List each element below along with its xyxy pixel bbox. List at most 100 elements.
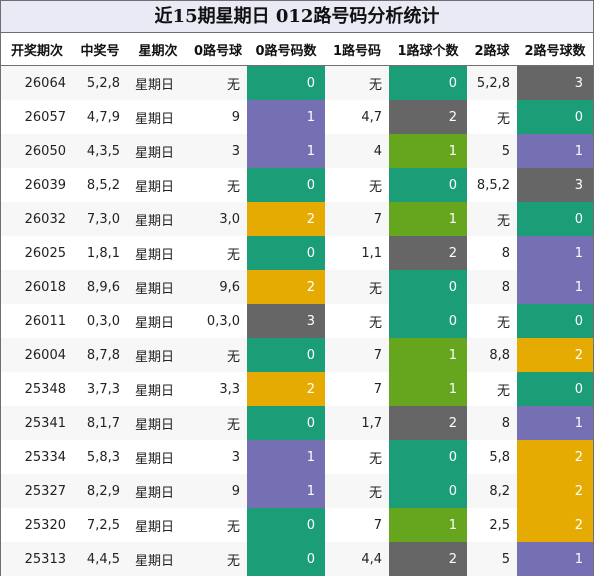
weekday-cell: 星期日 (127, 65, 189, 100)
route0-count-cell: 0 (247, 168, 325, 202)
route0-balls-cell: 3,0 (189, 202, 247, 236)
route2-balls-cell: 5 (467, 134, 517, 168)
number-cell: 7,3,0 (73, 202, 127, 236)
route1-count-cell: 2 (389, 542, 467, 576)
route1-balls-cell: 7 (325, 202, 389, 236)
route1-balls-cell: 4 (325, 134, 389, 168)
issue-cell: 26011 (1, 304, 73, 338)
route0-count-cell: 1 (247, 134, 325, 168)
route0-count-cell: 1 (247, 100, 325, 134)
weekday-cell: 星期日 (127, 236, 189, 270)
route1-balls-cell: 无 (325, 304, 389, 338)
issue-cell: 25341 (1, 406, 73, 440)
route1-balls-cell: 7 (325, 338, 389, 372)
route1-count-cell: 0 (389, 304, 467, 338)
table-row: 26057 4,7,9 星期日 9 1 4,7 2 无 0 (1, 100, 593, 134)
route1-count-cell: 1 (389, 202, 467, 236)
route0-balls-cell: 无 (189, 65, 247, 100)
issue-cell: 25348 (1, 372, 73, 406)
route2-balls-cell: 8 (467, 406, 517, 440)
header-route1-balls: 1路号码 (325, 33, 389, 66)
route0-balls-cell: 9 (189, 474, 247, 508)
route1-count-cell: 0 (389, 65, 467, 100)
route1-balls-cell: 无 (325, 65, 389, 100)
number-cell: 0,3,0 (73, 304, 127, 338)
table-body: 26064 5,2,8 星期日无 0 无 0 5,2,8 3 26057 4,7,9 星期日 9 1 4,… (1, 65, 593, 576)
weekday-cell: 星期日 (127, 542, 189, 576)
issue-cell: 26039 (1, 168, 73, 202)
table-row: 25320 7,2,5 星期日无 0 7 1 2,5 2 (1, 508, 593, 542)
route0-balls-cell: 9 (189, 100, 247, 134)
route0-balls-cell: 3 (189, 440, 247, 474)
weekday-cell: 星期日 (127, 202, 189, 236)
route2-balls-cell: 8 (467, 236, 517, 270)
table-row: 26032 7,3,0 星期日 3,0 2 7 1 无 0 (1, 202, 593, 236)
route1-balls-cell: 无 (325, 168, 389, 202)
route2-balls-cell: 8,2 (467, 474, 517, 508)
header-number: 中奖号 (73, 33, 127, 66)
route1-count-cell: 0 (389, 168, 467, 202)
number-cell: 5,8,3 (73, 440, 127, 474)
weekday-cell: 星期日 (127, 338, 189, 372)
route0-count-cell: 0 (247, 406, 325, 440)
route2-count-cell: 1 (517, 134, 593, 168)
route1-balls-cell: 无 (325, 474, 389, 508)
table-row: 25341 8,1,7 星期日无 0 1,7 2 8 1 (1, 406, 593, 440)
header-route0-count: 0路号码数 (247, 33, 325, 66)
weekday-cell: 星期日 (127, 508, 189, 542)
route0-balls-cell: 无 (189, 168, 247, 202)
route0-count-cell: 3 (247, 304, 325, 338)
weekday-cell: 星期日 (127, 440, 189, 474)
route0-count-cell: 1 (247, 440, 325, 474)
route2-count-cell: 1 (517, 236, 593, 270)
header-weekday: 星期次 (127, 33, 189, 66)
route0-balls-cell: 无 (189, 338, 247, 372)
route2-count-cell: 3 (517, 168, 593, 202)
table-row: 26039 8,5,2 星期日无 0 无 0 8,5,2 3 (1, 168, 593, 202)
route2-balls-cell: 2,5 (467, 508, 517, 542)
route1-count-cell: 1 (389, 134, 467, 168)
route2-count-cell: 2 (517, 474, 593, 508)
route1-count-cell: 1 (389, 338, 467, 372)
route1-balls-cell: 4,4 (325, 542, 389, 576)
number-cell: 8,7,8 (73, 338, 127, 372)
route1-balls-cell: 7 (325, 372, 389, 406)
route2-count-cell: 3 (517, 65, 593, 100)
weekday-cell: 星期日 (127, 100, 189, 134)
number-cell: 4,7,9 (73, 100, 127, 134)
weekday-cell: 星期日 (127, 406, 189, 440)
issue-cell: 26025 (1, 236, 73, 270)
issue-cell: 25334 (1, 440, 73, 474)
weekday-cell: 星期日 (127, 270, 189, 304)
route1-count-cell: 0 (389, 474, 467, 508)
issue-cell: 26050 (1, 134, 73, 168)
weekday-cell: 星期日 (127, 134, 189, 168)
issue-cell: 26004 (1, 338, 73, 372)
route1-balls-cell: 1,7 (325, 406, 389, 440)
route2-balls-cell: 8,5,2 (467, 168, 517, 202)
issue-cell: 25313 (1, 542, 73, 576)
route0-balls-cell: 9,6 (189, 270, 247, 304)
route1-balls-cell: 4,7 (325, 100, 389, 134)
header-route1-count: 1路球个数 (389, 33, 467, 66)
weekday-cell: 星期日 (127, 372, 189, 406)
route2-balls-cell: 5,8 (467, 440, 517, 474)
stats-table: 开奖期次 中奖号 星期次 0路号球 0路号码数 1路号码 1路球个数 2路球 2… (1, 33, 593, 576)
route1-balls-cell: 7 (325, 508, 389, 542)
table-row: 25313 4,4,5 星期日无 0 4,4 2 5 1 (1, 542, 593, 576)
route2-balls-cell: 5,2,8 (467, 65, 517, 100)
route0-count-cell: 0 (247, 236, 325, 270)
route2-balls-cell: 无 (467, 304, 517, 338)
route1-count-cell: 2 (389, 100, 467, 134)
route2-balls-cell: 8,8 (467, 338, 517, 372)
route0-count-cell: 0 (247, 65, 325, 100)
route1-count-cell: 0 (389, 440, 467, 474)
route0-balls-cell: 无 (189, 542, 247, 576)
route2-count-cell: 1 (517, 542, 593, 576)
header-route0-balls: 0路号球 (189, 33, 247, 66)
route1-count-cell: 1 (389, 372, 467, 406)
route1-balls-cell: 无 (325, 440, 389, 474)
number-cell: 8,2,9 (73, 474, 127, 508)
route0-count-cell: 0 (247, 508, 325, 542)
route2-count-cell: 0 (517, 372, 593, 406)
